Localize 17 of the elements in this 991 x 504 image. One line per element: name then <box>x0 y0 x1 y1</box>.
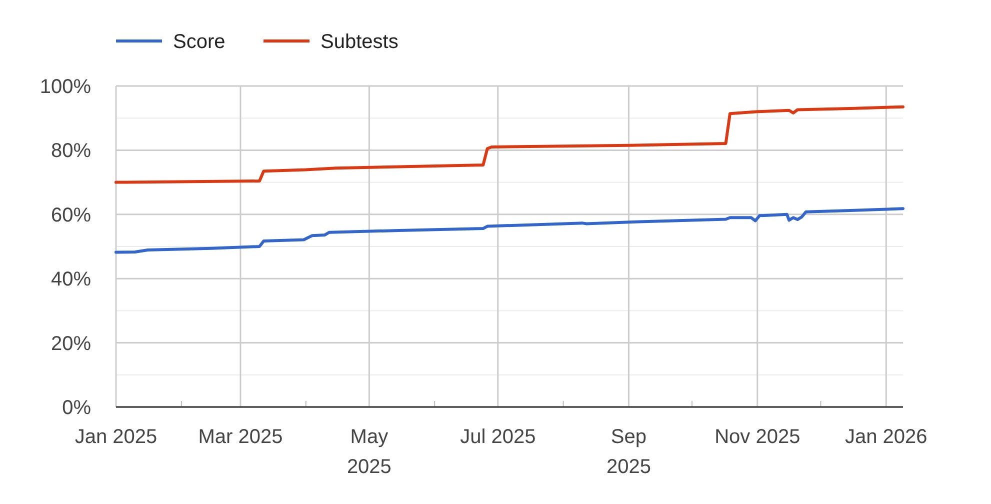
y-tick-label: 20% <box>50 332 92 355</box>
x-tick-label: May 2025 <box>346 426 392 478</box>
legend-label: Subtests <box>320 31 398 53</box>
y-tick-label: 100% <box>40 76 92 98</box>
x-tick-label: Jul 2025 <box>460 426 536 448</box>
line-series <box>114 105 904 184</box>
x-tick-label: Nov 2025 <box>714 426 800 448</box>
x-tick-label: Jan 2025 <box>74 426 158 448</box>
y-tick-label: 0% <box>62 397 92 419</box>
x-tick-label: Sep 2025 <box>606 426 651 478</box>
y-tick-label: 80% <box>50 140 92 162</box>
y-tick-label: 60% <box>50 204 92 226</box>
line-series <box>114 207 904 254</box>
legend-label: Score <box>173 31 226 53</box>
x-tick-label: Jan 2026 <box>844 426 928 448</box>
y-tick-label: 40% <box>50 268 92 291</box>
x-tick-label: Mar 2025 <box>198 426 283 448</box>
